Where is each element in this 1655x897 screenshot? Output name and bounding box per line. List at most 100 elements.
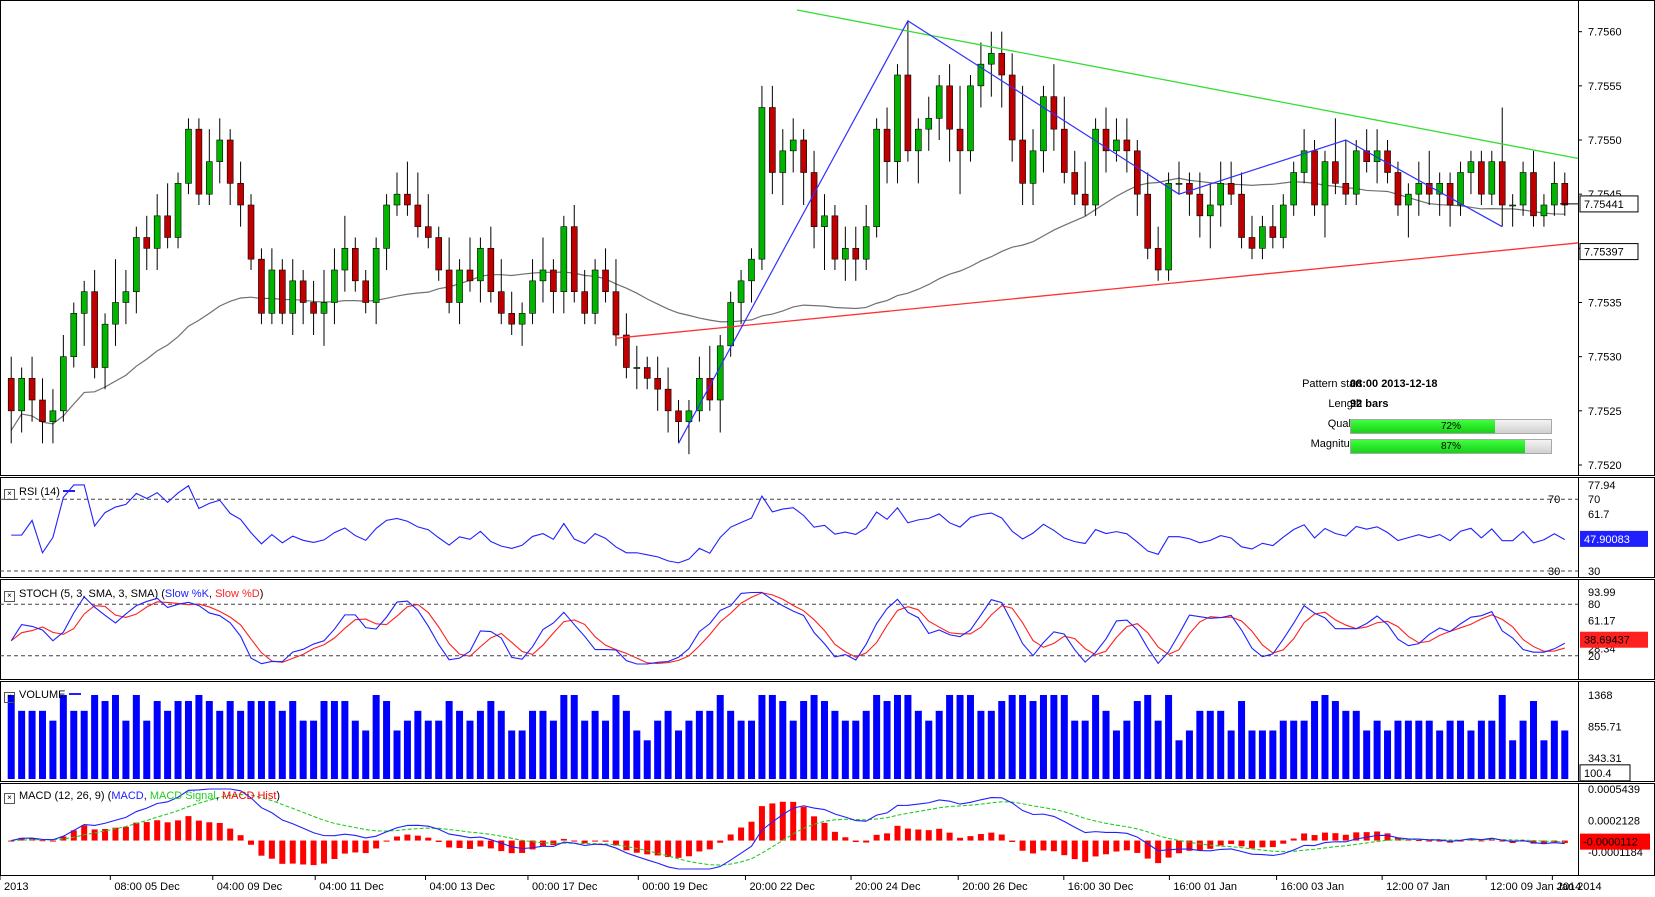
volume-bar	[476, 710, 484, 779]
stoch-label: × STOCH (5, 3, SMA, 3, SMA) (Slow %K, Slo…	[4, 588, 263, 602]
candle-body	[39, 399, 46, 422]
volume-bar	[737, 720, 745, 779]
candle-body	[685, 410, 693, 422]
volume-bar	[456, 710, 464, 779]
volume-bar	[841, 720, 849, 779]
volume-bar	[529, 710, 537, 779]
rsi-pane[interactable]	[0, 484, 1578, 572]
candle-body	[1019, 139, 1026, 184]
volume-bar	[1561, 730, 1569, 779]
macd-hist-bar	[414, 835, 421, 841]
macd-hist-bar	[112, 827, 119, 841]
macd-hist-bar	[60, 836, 67, 841]
candle-body	[7, 378, 15, 412]
collapse-icon[interactable]: ×	[4, 591, 15, 602]
candle-body	[570, 226, 578, 292]
axes: 7.75607.75557.75507.75457.75407.75357.75…	[0, 27, 1650, 893]
volume-bar	[581, 720, 589, 779]
pattern-length-row: Length 92 bars	[1240, 398, 1560, 418]
candle-body	[1436, 183, 1443, 195]
macd-hist-bar	[1301, 833, 1308, 841]
x-tick-label: 20:00 22 Dec	[749, 881, 815, 893]
stoch-current-box	[1580, 631, 1648, 648]
candle-body	[915, 128, 922, 152]
macd-hist-bar	[717, 840, 724, 843]
pattern-start-label: Pattern start	[1302, 378, 1362, 390]
volume-bar	[977, 710, 985, 779]
volume-bar	[122, 720, 130, 779]
volume-bar	[800, 701, 808, 779]
volume-bar	[362, 730, 370, 779]
x-tick-label: 08:00 05 Dec	[114, 881, 180, 893]
volume-bar	[654, 720, 662, 779]
macd-hist-bar	[102, 829, 109, 841]
candle-body	[80, 291, 88, 314]
volume-bar	[1467, 730, 1475, 779]
macd-hist-bar	[1228, 840, 1235, 844]
candle-body	[258, 258, 265, 314]
candle-body	[1269, 226, 1277, 238]
volume-bar	[998, 701, 1006, 779]
candle-body	[1133, 150, 1141, 195]
macd-hist-bar	[1082, 840, 1089, 862]
stoch-pane[interactable]	[0, 591, 1578, 665]
candle-body	[737, 280, 745, 303]
collapse-icon[interactable]: ×	[4, 489, 15, 500]
volume-bar	[1550, 720, 1558, 779]
macd-signal-label: MACD Signal	[149, 790, 216, 802]
volume-bar	[80, 710, 88, 779]
pattern-start-row: Pattern start 08:00 2013-12-18	[1240, 378, 1560, 398]
volume-bar	[1039, 695, 1047, 779]
volume-pane[interactable]	[7, 695, 1569, 779]
candle-body	[560, 226, 568, 292]
stoch-d-line	[10, 592, 1565, 664]
rsi-legend-line	[63, 490, 76, 492]
candle-body	[206, 161, 213, 195]
macd-current-box	[1580, 833, 1650, 850]
stoch-tick-label: 61.17	[1588, 615, 1616, 627]
macd-hist-label: MACD Hist	[222, 790, 277, 802]
macd-hist-bar	[936, 828, 943, 841]
pattern-start-value: 08:00 2013-12-18	[1350, 378, 1438, 390]
macd-hist-bar	[1050, 840, 1057, 852]
macd-hist-bar	[39, 840, 46, 842]
volume-bar	[1112, 730, 1120, 779]
volume-bar	[1394, 720, 1402, 779]
volume-bar	[622, 710, 630, 779]
price-pane[interactable]	[7, 9, 1579, 455]
macd-hist-bar	[1134, 840, 1141, 853]
macd-hist-bar	[341, 840, 348, 854]
macd-hist-bar	[748, 821, 755, 841]
collapse-icon[interactable]: ×	[4, 793, 15, 804]
macd-hist-bar	[487, 840, 494, 849]
volume-bar	[1498, 695, 1506, 779]
volume-bar	[883, 701, 891, 779]
macd-hist-bar	[122, 826, 129, 841]
macd-hist-bar	[560, 838, 567, 841]
volume-bar	[768, 695, 776, 779]
quality-bar-fill	[1351, 420, 1495, 433]
macd-hist-bar	[300, 840, 307, 865]
macd-hist-bar	[1071, 840, 1078, 860]
macd-label: × MACD (12, 26, 9) (MACD, MACD Signal, MA…	[4, 790, 280, 804]
volume-bar	[1342, 710, 1350, 779]
volume-bar	[1530, 701, 1538, 779]
macd-hist-bar	[362, 840, 369, 854]
candle-body	[1008, 74, 1016, 141]
macd-hist-bar	[581, 840, 588, 844]
macd-signal-line	[11, 793, 1565, 866]
volume-bar	[810, 695, 818, 779]
volume-bar	[1019, 695, 1027, 779]
volume-bar	[237, 710, 245, 779]
volume-bar	[1300, 720, 1308, 779]
collapse-icon[interactable]: ×	[4, 692, 15, 703]
volume-bar	[28, 710, 36, 779]
macd-hist-bar	[237, 835, 244, 841]
x-tick-label: 12:00 07 Jan	[1386, 881, 1450, 893]
macd-pane[interactable]	[8, 788, 1568, 870]
volume-bar	[424, 720, 432, 779]
candle-body	[1467, 161, 1475, 173]
candle-body	[769, 107, 776, 173]
candle-body	[1196, 193, 1204, 217]
x-tick-label: 04:00 11 Dec	[319, 881, 384, 893]
